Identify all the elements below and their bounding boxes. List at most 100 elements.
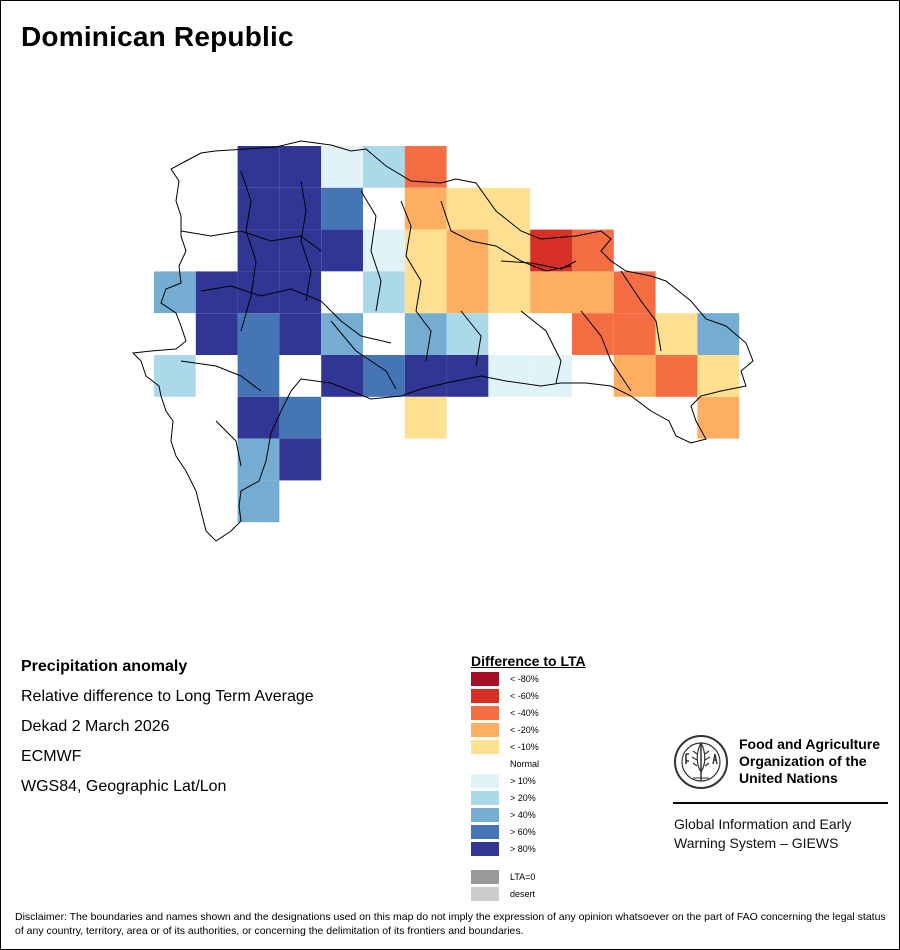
legend-label: < -10% (510, 742, 539, 752)
fao-name-line-1: Food and Agriculture (739, 736, 881, 752)
legend-swatch (471, 887, 499, 901)
grid-cell (154, 271, 196, 314)
legend-label: > 10% (510, 776, 536, 786)
map-area (131, 140, 754, 542)
grid-cell (237, 187, 280, 230)
legend-swatch (471, 774, 499, 788)
grid-cell (321, 355, 363, 397)
legend-label: desert (510, 889, 536, 899)
grid-cell (488, 229, 531, 272)
legend-label: > 20% (510, 793, 536, 803)
grid-cell (488, 271, 531, 314)
grid-cell (237, 480, 280, 523)
grid-cell (195, 355, 238, 397)
legend-label: LTA=0 (510, 872, 536, 882)
grid-cell (697, 355, 740, 397)
grid-cell (530, 271, 572, 314)
legend-swatch (471, 672, 499, 686)
grid-cell (488, 355, 531, 397)
fao-divider (673, 802, 888, 804)
grid-cell (488, 313, 531, 355)
grid-cell (195, 271, 238, 314)
grid-cell (279, 355, 322, 397)
grid-cell (530, 355, 572, 397)
fao-logo-icon (674, 735, 728, 789)
grid-cell (279, 146, 322, 188)
legend-swatch (471, 689, 499, 703)
grid-cell (279, 313, 322, 355)
grid-cell (363, 313, 405, 355)
legend-label: < -80% (510, 674, 539, 684)
grid-cell (572, 271, 614, 314)
fao-name-line-3: United Nations (739, 770, 838, 786)
grid-cell (237, 355, 280, 397)
grid-cell (697, 313, 740, 355)
grid-cell (446, 313, 489, 355)
legend-swatch (471, 870, 499, 884)
legend-swatch (471, 808, 499, 822)
anomaly-grid (154, 146, 740, 523)
legend-item-desert: desert (471, 887, 535, 901)
legend-item: > 60% (471, 825, 536, 839)
grid-cell (572, 355, 614, 397)
legend-swatch (471, 723, 499, 737)
legend-label: < -40% (510, 708, 539, 718)
grid-cell (404, 313, 447, 355)
grid-cell (321, 271, 363, 314)
legend-item: > 80% (471, 842, 536, 856)
grid-cell (613, 313, 656, 355)
grid-cell (279, 438, 322, 481)
legend-item: > 10% (471, 774, 536, 788)
grid-cell (404, 271, 447, 314)
grid-cell (488, 187, 531, 230)
grid-cell (321, 146, 363, 188)
grid-cell (154, 313, 196, 355)
legend-item: < -60% (471, 689, 539, 703)
grid-cell (697, 396, 740, 439)
legend-swatch (471, 825, 499, 839)
grid-cell (237, 271, 280, 314)
grid-cell (404, 355, 447, 397)
info-subtitle: Relative difference to Long Term Average (21, 688, 314, 705)
grid-cell (363, 229, 405, 272)
legend-title: Difference to LTA (471, 653, 586, 669)
legend-item: < -10% (471, 740, 539, 754)
info-period: Dekad 2 March 2026 (21, 718, 170, 735)
legend-label: > 40% (510, 810, 536, 820)
grid-cell (321, 229, 363, 272)
grid-cell (237, 146, 280, 188)
map-title: Dominican Republic (21, 21, 294, 52)
grid-cell (572, 313, 614, 355)
grid-cell (655, 313, 698, 355)
grid-cell (363, 271, 405, 314)
legend-label: < -60% (510, 691, 539, 701)
legend-item: < -20% (471, 723, 539, 737)
giews-name: Global Information and Early Warning Sys… (674, 815, 894, 853)
grid-cell (363, 355, 405, 397)
legend-label: < -20% (510, 725, 539, 735)
legend-swatch (471, 740, 499, 754)
legend-swatch (471, 842, 499, 856)
legend-label: > 60% (510, 827, 536, 837)
giews-line-1: Global Information and Early (674, 816, 852, 832)
grid-cell (237, 396, 280, 439)
legend-swatch (471, 791, 499, 805)
legend-item-lta-zero: LTA=0 (471, 870, 535, 884)
grid-cell (446, 187, 489, 230)
admin-boundaries (131, 140, 754, 542)
grid-cell (363, 187, 405, 230)
grid-cell (404, 229, 447, 272)
giews-line-2: Warning System – GIEWS (674, 835, 839, 851)
legend-normal-label: Normal (510, 759, 540, 769)
info-projection: WGS84, Geographic Lat/Lon (21, 778, 227, 795)
grid-cell (279, 187, 322, 230)
legend-item: < -80% (471, 672, 539, 686)
grid-cell (446, 229, 489, 272)
info-source: ECMWF (21, 748, 82, 765)
grid-cell (655, 355, 698, 397)
legend-item: < -40% (471, 706, 539, 720)
grid-cell (530, 313, 572, 355)
legend-item: > 40% (471, 808, 536, 822)
grid-cell (279, 396, 322, 439)
